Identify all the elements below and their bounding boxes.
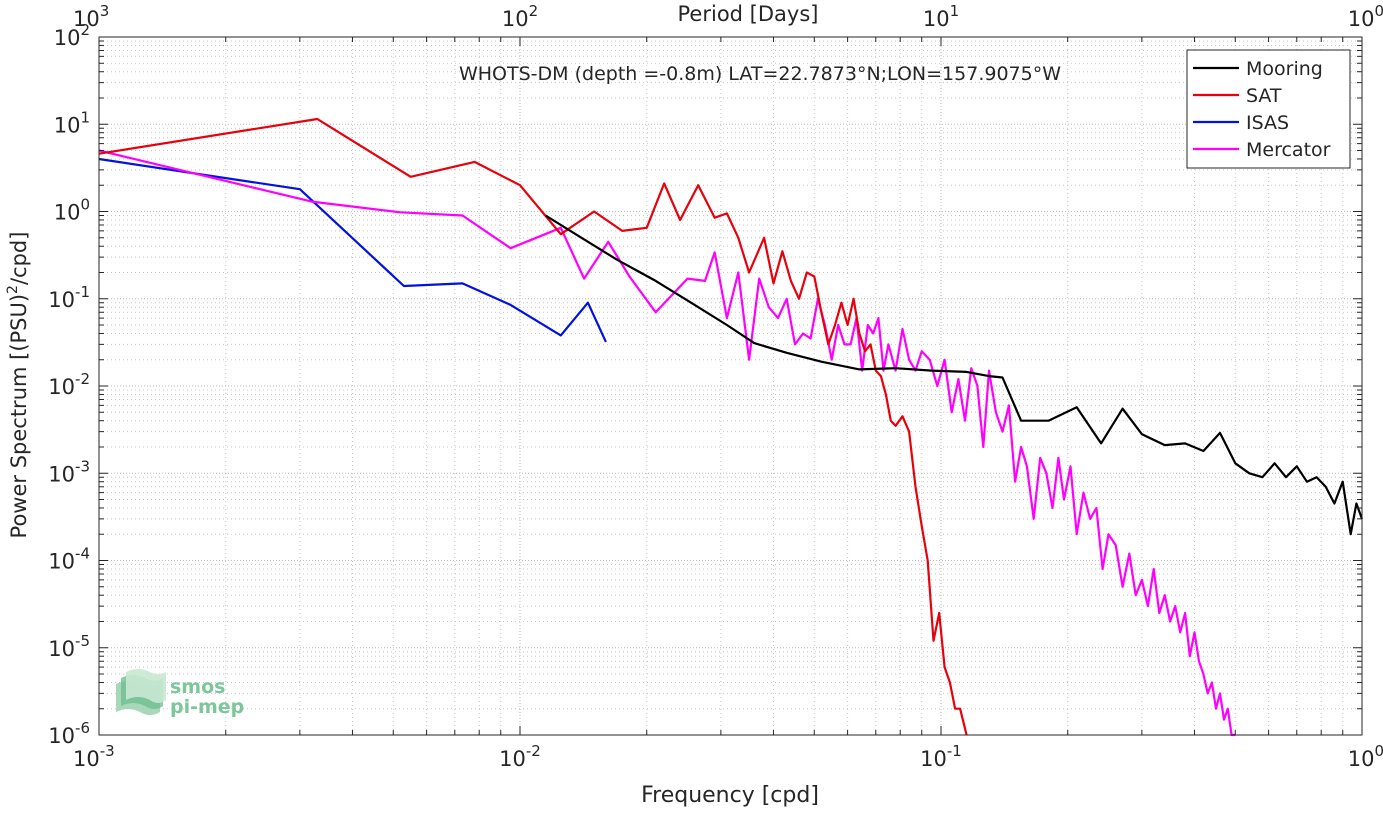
x2-tick-label: 101 — [923, 2, 959, 31]
x2-tick-label: 100 — [1348, 2, 1383, 31]
legend-label-isas: ISAS — [1246, 112, 1289, 134]
series-line-mercator — [98, 149, 1236, 737]
x2-tick-labels: 103 102 101 100 — [73, 2, 1383, 31]
y-tick-labels: 10-6 10-5 10-4 10-3 10-2 10-1 100 101 102 — [48, 21, 90, 748]
x-tick-label: 10-1 — [920, 742, 962, 771]
y-tick-label: 10-5 — [48, 632, 90, 661]
legend-label-sat: SAT — [1246, 85, 1282, 107]
x-tick-label: 10-2 — [499, 742, 541, 771]
x-tick-label: 100 — [1348, 742, 1383, 771]
x2-axis-label: Period [Days] — [678, 2, 819, 26]
logo-text-pi-mep: pi-mep — [170, 696, 244, 718]
series-line-mooring — [545, 214, 1364, 536]
legend-label-mercator: Mercator — [1246, 139, 1331, 161]
tick-marks — [98, 36, 1363, 736]
y-tick-label: 100 — [54, 196, 90, 225]
y-tick-label: 10-3 — [48, 457, 90, 486]
logo-text-smos: smos — [170, 676, 225, 698]
chart-title: WHOTS-DM (depth =-0.8m) LAT=22.7873°N;LO… — [459, 63, 1061, 85]
legend: Mooring SAT ISAS Mercator — [1186, 49, 1351, 169]
x2-tick-label: 102 — [502, 2, 538, 31]
x-tick-label: 10-3 — [73, 742, 115, 771]
x-axis-label: Frequency [cpd] — [641, 783, 819, 808]
y-tick-label: 10-2 — [48, 370, 90, 399]
series-layer — [98, 117, 1364, 737]
y-axis-label: Power Spectrum [(PSU)2/cpd] — [5, 232, 31, 539]
y-tick-label: 10-1 — [48, 283, 90, 312]
y-tick-label: 101 — [54, 108, 90, 137]
y-tick-label: 102 — [54, 21, 90, 50]
y-tick-label: 10-6 — [48, 719, 90, 748]
series-line-isas — [98, 157, 607, 343]
legend-label-mooring: Mooring — [1246, 58, 1323, 80]
y-tick-label: 10-4 — [48, 545, 90, 574]
x-tick-labels: 10-3 10-2 10-1 100 — [73, 742, 1383, 771]
series-line-sat — [98, 117, 968, 736]
x2-tick-label: 103 — [73, 2, 109, 31]
smos-pi-mep-logo: smos pi-mep — [116, 669, 244, 718]
